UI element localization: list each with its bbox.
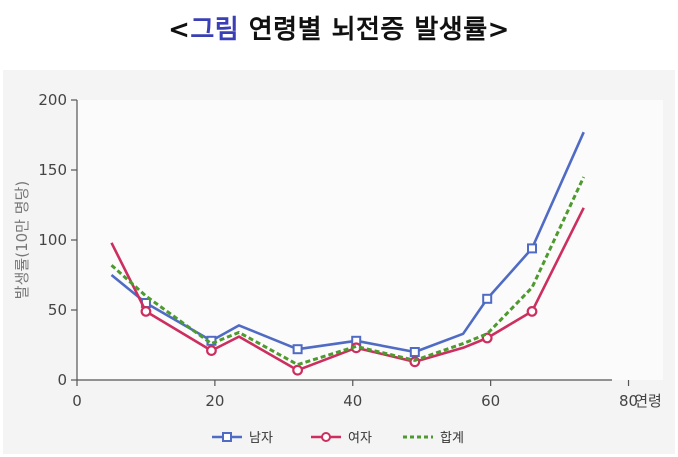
y-axis-label: 발생률(10만 명당) — [13, 181, 31, 299]
y-tick-label: 100 — [38, 231, 67, 249]
legend-label: 합계 — [440, 431, 464, 446]
title-accent: 그림 — [190, 15, 240, 45]
x-tick-label: 40 — [343, 392, 362, 410]
data-point-circle — [140, 306, 152, 317]
y-tick-label: 50 — [48, 301, 67, 319]
y-tick-label: 150 — [38, 161, 67, 179]
x-axis-label: 연령 — [634, 392, 662, 410]
x-tick-label: 0 — [72, 392, 82, 410]
plot-area — [77, 100, 663, 380]
legend-label: 남자 — [249, 431, 273, 446]
data-point-square — [482, 293, 493, 304]
legend-marker-square — [222, 432, 232, 442]
legend-label: 여자 — [348, 431, 372, 446]
data-point-square — [292, 344, 303, 355]
legend-marker-circle — [321, 432, 331, 442]
data-point-square — [527, 243, 538, 254]
y-tick-label: 200 — [38, 91, 67, 109]
y-tick-label: 0 — [57, 371, 67, 389]
x-tick-label: 80 — [619, 392, 638, 410]
data-point-circle — [526, 306, 538, 317]
x-tick-label: 60 — [481, 392, 500, 410]
data-point-circle — [292, 364, 304, 376]
title-main: 연령별 뇌전증 발생률> — [239, 15, 510, 45]
x-tick-label: 20 — [205, 392, 224, 410]
title-prefix: < — [168, 15, 191, 45]
series-line-3 — [110, 176, 586, 367]
chart-title: <그림 연령별 뇌전증 발생률> — [0, 8, 678, 52]
data-point-square — [409, 347, 420, 357]
data-point-circle — [206, 345, 217, 357]
